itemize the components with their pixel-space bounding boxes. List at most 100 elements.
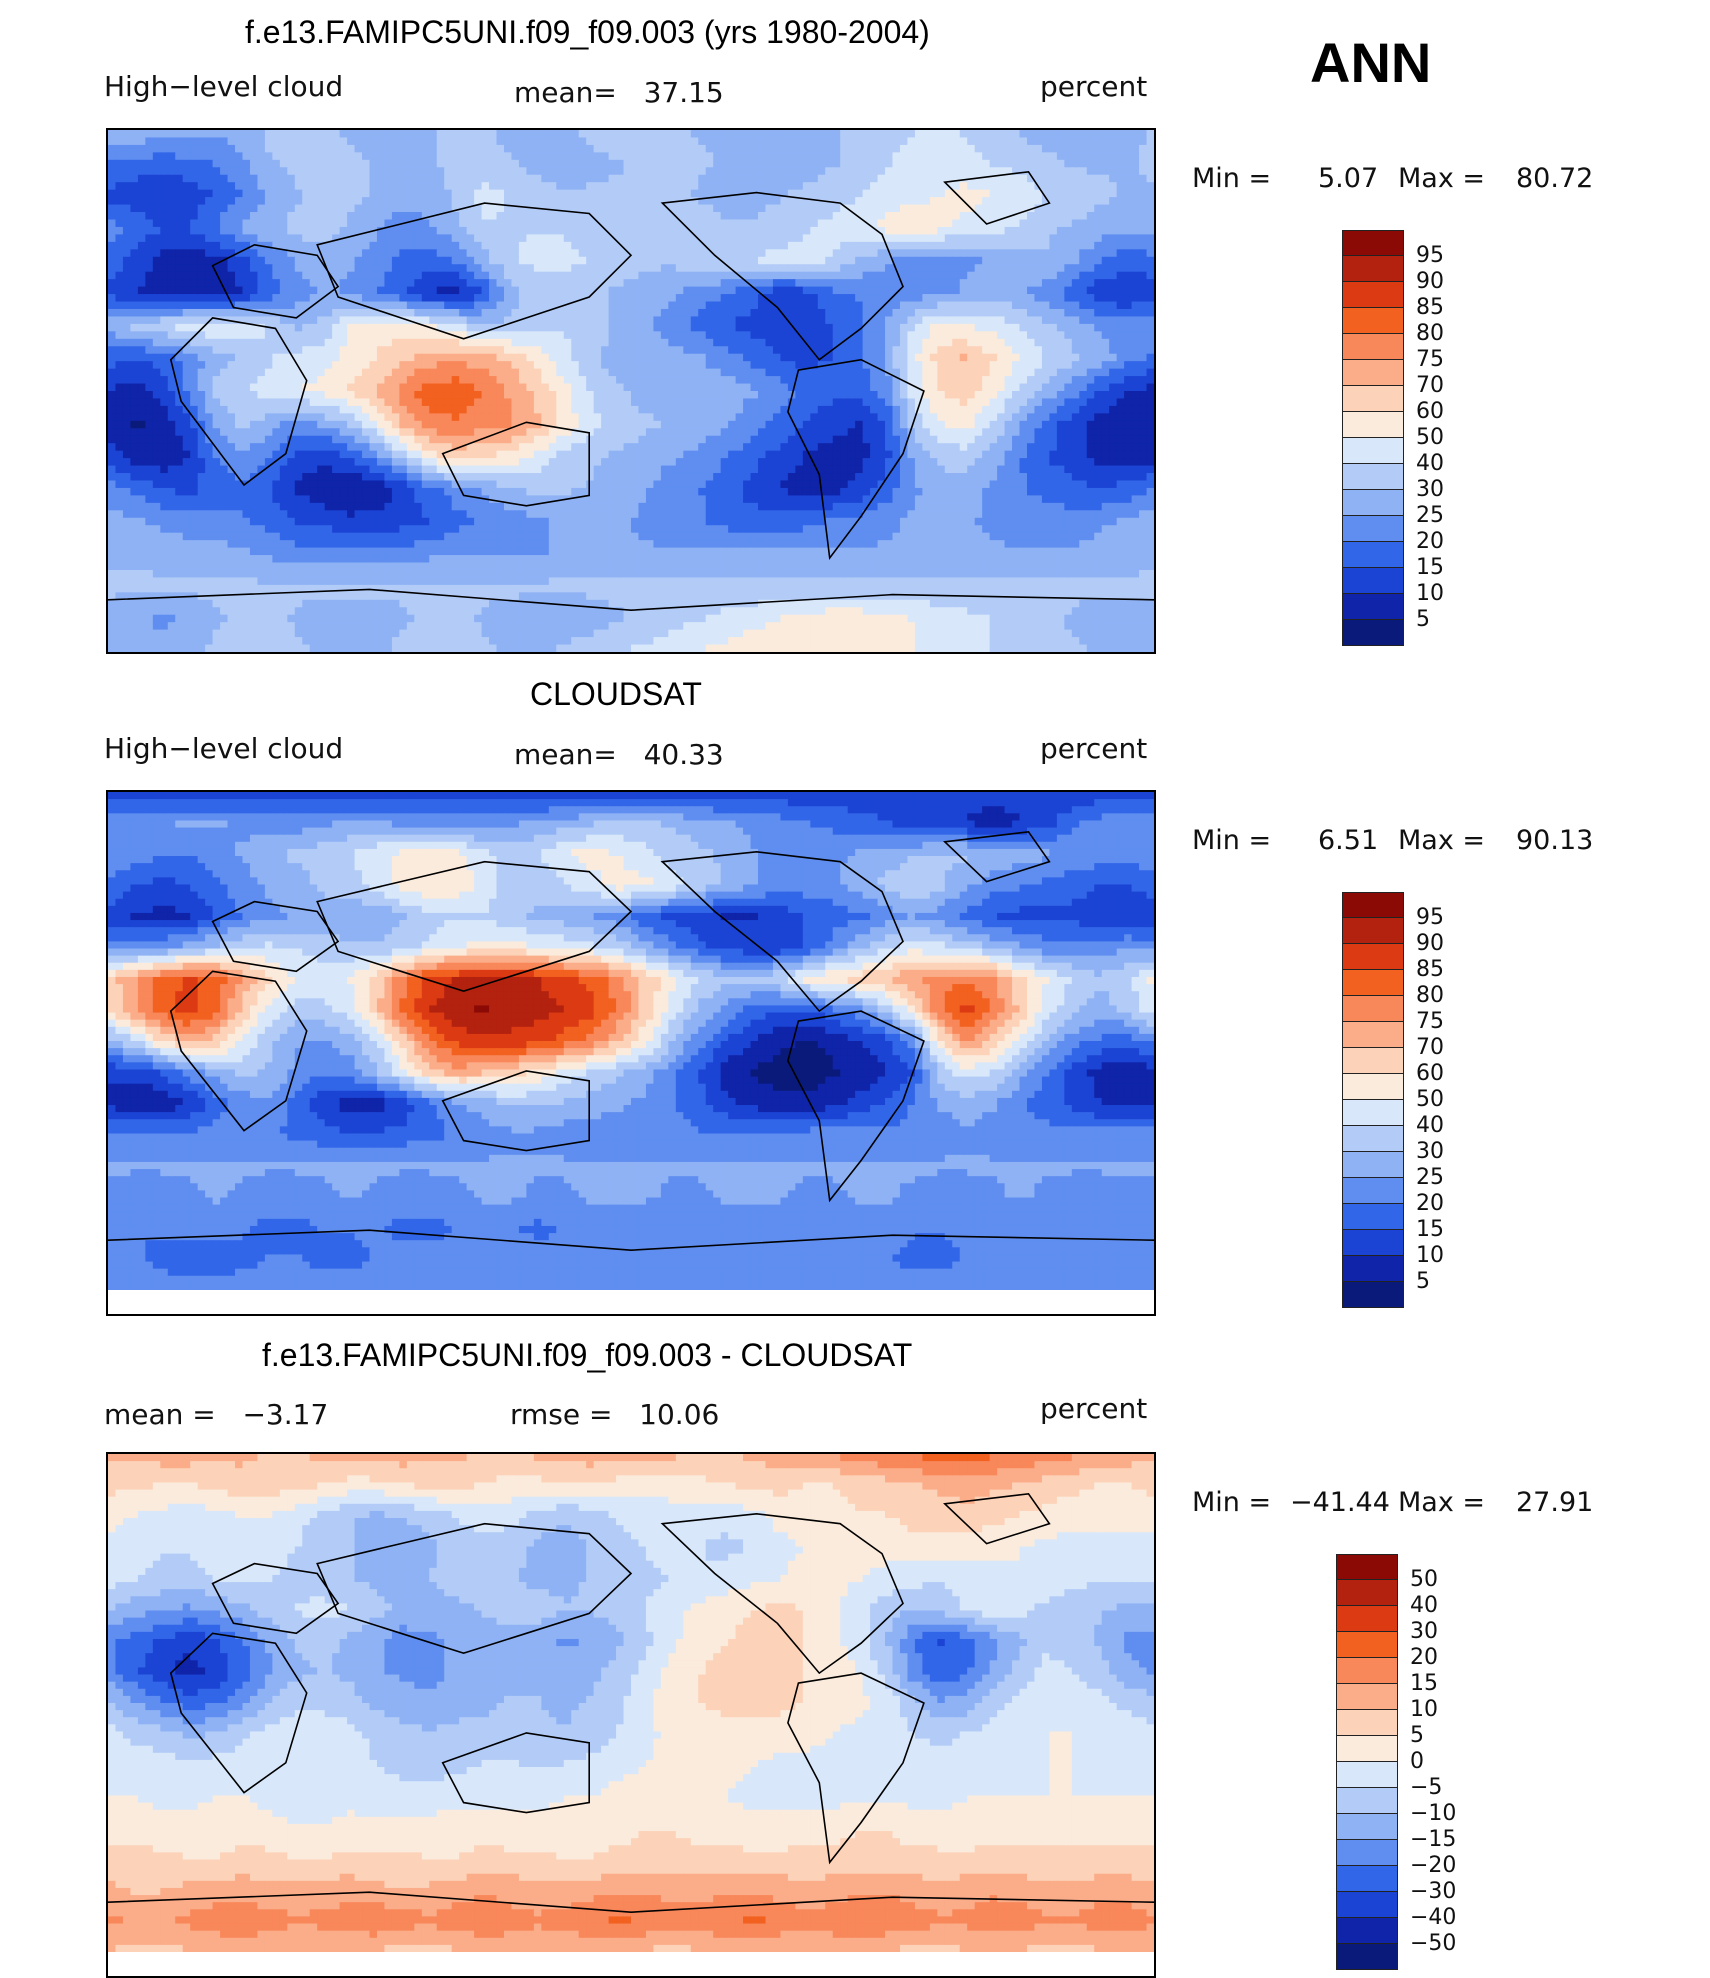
field-cell (802, 241, 811, 250)
field-cell (914, 323, 923, 332)
field-cell (556, 286, 565, 295)
field-cell (690, 376, 699, 385)
field-cell (1056, 204, 1065, 213)
field-cell (899, 256, 909, 265)
field-cell (451, 159, 460, 168)
field-cell (347, 189, 356, 198)
field-cell (227, 308, 236, 318)
field-cell (802, 249, 811, 258)
field-cell (1019, 249, 1028, 258)
field-cell (899, 159, 909, 168)
field-cell (616, 368, 625, 377)
field-cell (593, 249, 602, 258)
field-cell (802, 189, 811, 198)
field-cell (391, 361, 400, 370)
field-cell (362, 130, 371, 139)
field-cell (698, 241, 707, 250)
field-cell (885, 212, 894, 221)
field-cell (399, 376, 408, 385)
field-cell (137, 256, 146, 265)
field-cell (645, 286, 655, 295)
field-cell (436, 137, 445, 146)
field-cell (167, 286, 176, 295)
field-cell (474, 294, 483, 303)
field-cell (772, 301, 782, 310)
field-cell (167, 316, 176, 325)
field-cell (272, 391, 281, 400)
field-cell (167, 256, 176, 265)
field-cell (675, 301, 684, 310)
field-cell (108, 182, 117, 191)
field-cell (1131, 152, 1140, 161)
field-cell (474, 338, 483, 347)
field-cell (1004, 383, 1013, 392)
field-cell (257, 279, 266, 288)
field-cell (944, 234, 953, 243)
field-cell (645, 234, 655, 243)
field-cell (518, 361, 527, 370)
field-cell (638, 353, 647, 362)
field-cell (623, 279, 632, 288)
field-cell (683, 234, 692, 243)
field-cell (220, 241, 229, 250)
field-cell (167, 219, 176, 228)
field-cell (160, 294, 169, 303)
field-cell (929, 294, 938, 303)
field-cell (205, 331, 214, 340)
field-cell (429, 338, 438, 347)
field-cell (616, 226, 625, 235)
field-cell (937, 204, 946, 213)
field-cell (944, 249, 953, 258)
field-cell (817, 383, 826, 392)
field-cell (840, 338, 849, 347)
field-cell (765, 197, 774, 206)
field-cell (885, 137, 894, 146)
field-cell (190, 308, 199, 318)
field-cell (496, 294, 505, 303)
field-cell (257, 316, 266, 325)
field-cell (623, 383, 632, 392)
field-cell (608, 219, 617, 228)
field-cell (690, 338, 699, 347)
field-cell (586, 316, 595, 325)
field-cell (444, 361, 453, 370)
field-cell (294, 308, 303, 318)
field-cell (840, 130, 849, 139)
field-cell (1124, 137, 1133, 146)
field-cell (264, 144, 273, 153)
field-cell (511, 316, 520, 325)
field-cell (272, 331, 281, 340)
field-cell (152, 144, 161, 153)
field-cell (160, 323, 169, 332)
field-cell (989, 368, 998, 377)
field-cell (466, 286, 475, 295)
field-cell (885, 241, 894, 250)
field-cell (1041, 316, 1050, 325)
field-cell (952, 331, 961, 340)
field-cell (1026, 361, 1036, 370)
field-cell (175, 308, 184, 318)
field-cell (220, 286, 229, 295)
field-cell (586, 368, 595, 377)
field-cell (414, 353, 423, 362)
field-cell (227, 346, 236, 355)
field-cell (720, 391, 729, 400)
field-cell (817, 137, 826, 146)
field-cell (825, 368, 834, 377)
field-cell (989, 331, 998, 340)
field-cell (593, 391, 602, 400)
field-cell (1064, 271, 1073, 280)
field-cell (526, 286, 535, 295)
field-cell (616, 279, 625, 288)
field-cell (832, 197, 841, 206)
field-cell (758, 361, 767, 370)
field-cell (1026, 137, 1036, 146)
field-cell (1094, 189, 1103, 198)
field-cell (1079, 182, 1088, 191)
field-cell (429, 376, 438, 385)
field-cell (302, 152, 311, 161)
field-cell (952, 271, 961, 280)
field-cell (713, 174, 722, 183)
field-cell (1071, 361, 1080, 370)
field-cell (705, 159, 714, 168)
